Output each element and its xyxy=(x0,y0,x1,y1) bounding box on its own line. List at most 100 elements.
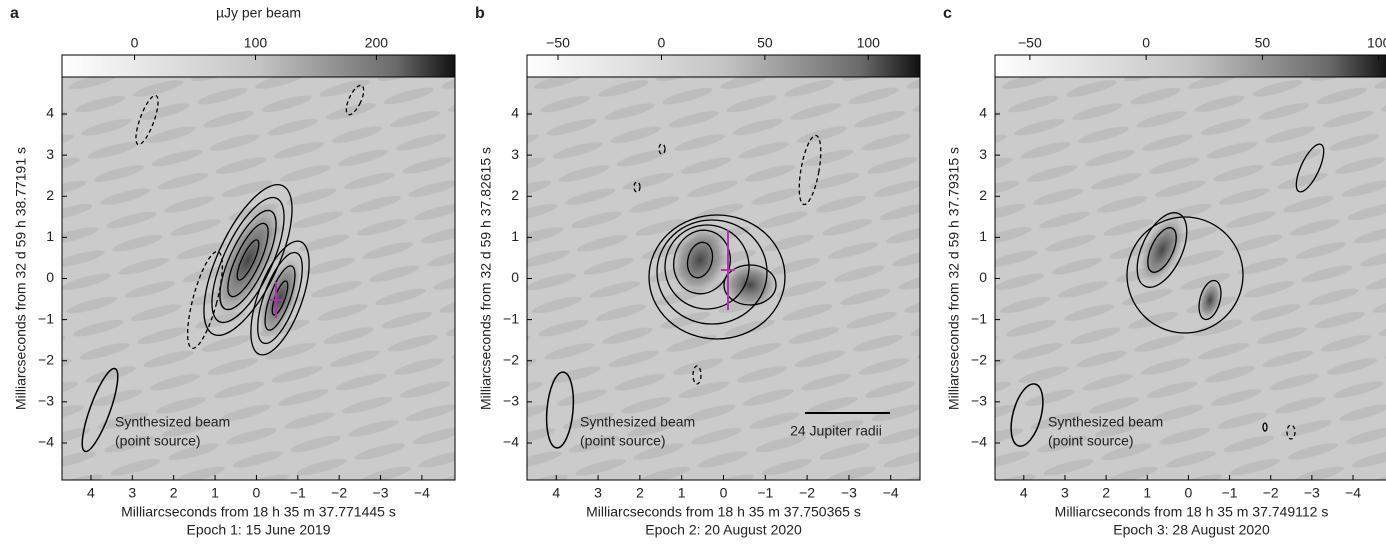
y-tick-label: 1 xyxy=(46,228,54,244)
x-tick-label: −3 xyxy=(841,485,857,501)
beam xyxy=(1010,383,1044,447)
x-tick-label: 1 xyxy=(211,485,219,501)
emission xyxy=(210,195,286,325)
contour xyxy=(1295,143,1325,193)
y-axis-label: Milliarcseconds from 32 d 59 h 37.79315 … xyxy=(946,147,962,410)
y-tick-label: 3 xyxy=(46,146,54,162)
colorbar xyxy=(61,54,456,78)
colorbar-tick-label: 100 xyxy=(857,35,881,51)
contour xyxy=(798,134,822,206)
colorbar-title: µJy per beam xyxy=(216,5,301,21)
x-tick-label: −4 xyxy=(1345,485,1361,501)
y-tick-label: 1 xyxy=(511,228,519,244)
y-axis-label: Milliarcseconds from 32 d 59 h 37.82615 … xyxy=(478,147,494,410)
y-tick-label: 2 xyxy=(511,187,519,203)
contour xyxy=(227,222,269,298)
contour xyxy=(1262,422,1268,432)
y-tick-label: 0 xyxy=(979,269,987,285)
y-tick-label: 0 xyxy=(46,269,54,285)
y-tick-label: −1 xyxy=(38,310,54,326)
x-tick-label: 0 xyxy=(720,485,728,501)
y-tick-label: −1 xyxy=(503,310,519,326)
x-tick-label: 3 xyxy=(128,485,136,501)
colorbar-tick-label: 100 xyxy=(244,35,268,51)
beam xyxy=(545,371,575,449)
contour xyxy=(648,214,786,340)
beam-label: (point source) xyxy=(580,433,666,449)
contour xyxy=(345,84,365,116)
y-tick-label: −4 xyxy=(38,434,54,450)
caption: Epoch 3: 28 August 2020 xyxy=(1113,522,1270,538)
x-tick-label: −3 xyxy=(1304,485,1320,501)
panel-letter: a xyxy=(10,5,19,22)
colorbar xyxy=(994,54,1386,78)
contour xyxy=(1136,212,1188,288)
panel-letter: c xyxy=(943,5,952,22)
y-tick-label: −3 xyxy=(971,393,987,409)
contour xyxy=(1286,424,1296,440)
image: Synthesized beam (point source) 24 Jupiter… xyxy=(527,77,920,480)
colorbar-tick-label: 100 xyxy=(1367,35,1386,51)
x-tick-label: 2 xyxy=(1102,485,1110,501)
x-tick-label: −1 xyxy=(1222,485,1238,501)
beam-label: Synthesized beam xyxy=(580,414,695,430)
contour xyxy=(219,209,277,311)
x-tick-label: 1 xyxy=(1143,485,1151,501)
x-tick-label: −4 xyxy=(883,485,899,501)
beam-label: Synthesized beam xyxy=(1048,414,1163,430)
y-tick-label: 3 xyxy=(511,146,519,162)
y-tick-label: −2 xyxy=(38,351,54,367)
x-tick-label: 0 xyxy=(253,485,261,501)
x-tick-label: 4 xyxy=(87,485,95,501)
panel-letter: b xyxy=(475,5,485,22)
emission xyxy=(256,252,304,344)
colorbar-tick-label: 0 xyxy=(131,35,139,51)
y-tick-label: −3 xyxy=(38,393,54,409)
beam xyxy=(81,367,119,453)
x-tick-label: 0 xyxy=(1185,485,1193,501)
contour xyxy=(692,365,702,385)
x-tick-label: −2 xyxy=(331,485,347,501)
y-tick-label: 0 xyxy=(511,269,519,285)
colorbar-tick-label: 0 xyxy=(658,35,666,51)
caption: Epoch 1: 15 June 2019 xyxy=(186,522,330,538)
y-tick-label: 2 xyxy=(979,187,987,203)
colorbar-tick-label: −50 xyxy=(1018,35,1042,51)
emission xyxy=(668,221,732,299)
y-tick-label: −4 xyxy=(503,434,519,450)
y-tick-label: 3 xyxy=(979,146,987,162)
contour xyxy=(633,181,641,193)
colorbar xyxy=(526,54,921,78)
x-tick-label: 3 xyxy=(594,485,602,501)
colorbar-tick-label: 50 xyxy=(1255,35,1271,51)
x-axis-label: Milliarcseconds from 18 h 35 m 37.749112… xyxy=(1055,504,1329,520)
contour xyxy=(1147,227,1177,273)
x-tick-label: 2 xyxy=(170,485,178,501)
x-tick-label: 2 xyxy=(636,485,644,501)
x-tick-label: −2 xyxy=(1263,485,1279,501)
scale-bar-label: 24 Jupiter radii xyxy=(790,423,882,439)
x-tick-label: 3 xyxy=(1061,485,1069,501)
y-tick-label: −1 xyxy=(971,310,987,326)
colorbar-tick-label: 0 xyxy=(1142,35,1150,51)
colorbar-tick-label: 200 xyxy=(365,35,389,51)
y-tick-label: 1 xyxy=(979,228,987,244)
y-tick-label: 4 xyxy=(46,105,54,121)
y-tick-label: 4 xyxy=(511,105,519,121)
x-axis-label: Milliarcseconds from 18 h 35 m 37.750365… xyxy=(586,504,861,520)
y-axis-label: Milliarcseconds from 32 d 59 h 38.77191 … xyxy=(13,147,29,410)
contour xyxy=(723,264,777,306)
y-tick-label: 4 xyxy=(979,105,987,121)
contour xyxy=(186,250,224,350)
x-tick-label: −3 xyxy=(373,485,389,501)
x-tick-label: −2 xyxy=(799,485,815,501)
contour xyxy=(658,143,666,155)
colorbar-tick-label: −50 xyxy=(546,35,570,51)
contour xyxy=(686,241,714,279)
contour xyxy=(264,265,296,331)
x-tick-label: 4 xyxy=(552,485,560,501)
